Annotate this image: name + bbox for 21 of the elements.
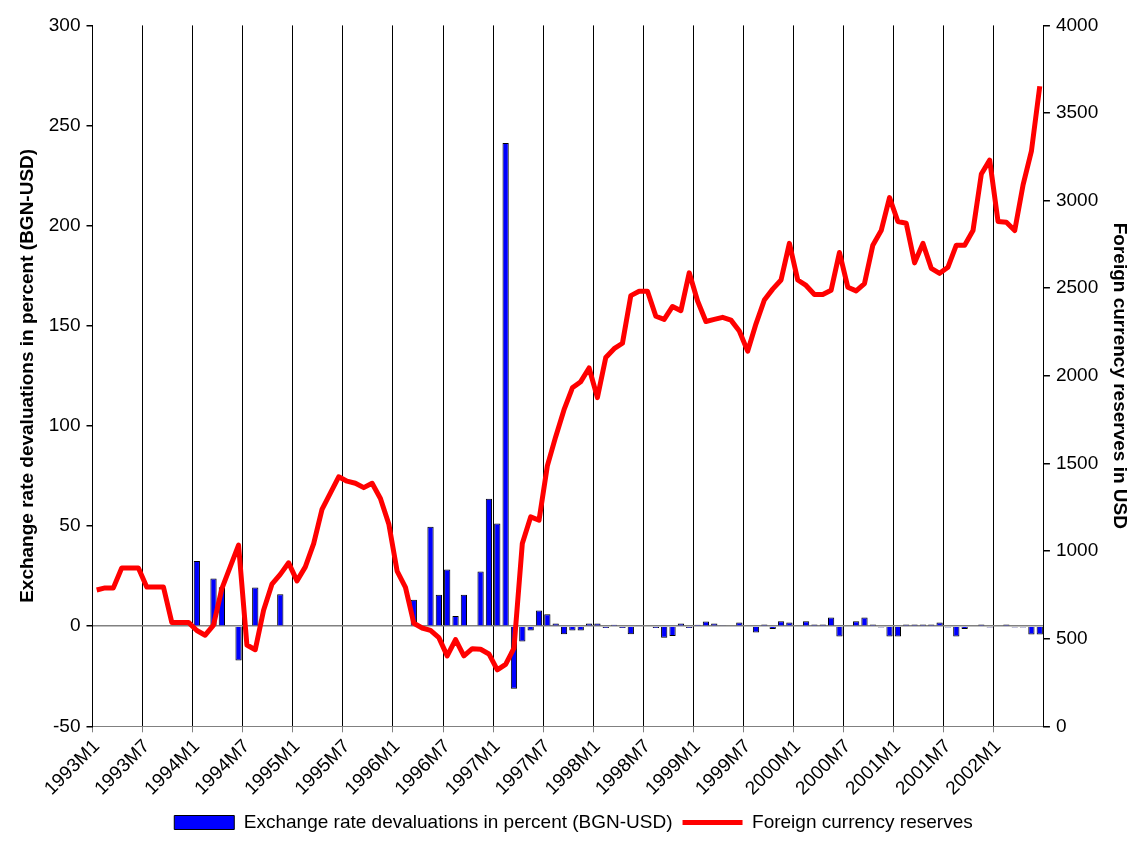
y2-tick-label: 1500	[1055, 451, 1099, 473]
y-axis-title: Exchange rate devaluations in percent (BGN-USD)	[15, 148, 37, 603]
y-tick-label: 300	[48, 13, 81, 35]
y-tick-label: 50	[59, 514, 81, 536]
y2-axis-title: Foreign currency reserves in USD	[1110, 222, 1132, 529]
y2-tick-label: 0	[1055, 714, 1067, 736]
y2-tick-label: 1000	[1055, 539, 1099, 561]
legend-label: Exchange rate devaluations in percent (BGN-USD)	[243, 810, 673, 832]
y2-tick-label: 3500	[1055, 101, 1099, 123]
y2-tick-label: 3000	[1055, 188, 1099, 210]
y-tick-label: 150	[48, 314, 81, 336]
y-tick-label: -50	[53, 714, 81, 736]
y-tick-label: 200	[48, 213, 81, 235]
legend-label: Foreign currency reserves	[752, 810, 973, 832]
y-tick-label: 100	[48, 414, 81, 436]
y-tick-label: 0	[69, 614, 81, 636]
y2-tick-label: 2000	[1055, 364, 1099, 386]
y2-tick-label: 2500	[1055, 276, 1099, 298]
y2-tick-label: 500	[1055, 626, 1088, 648]
y2-tick-label: 4000	[1055, 13, 1099, 35]
y-tick-label: 250	[48, 113, 81, 135]
